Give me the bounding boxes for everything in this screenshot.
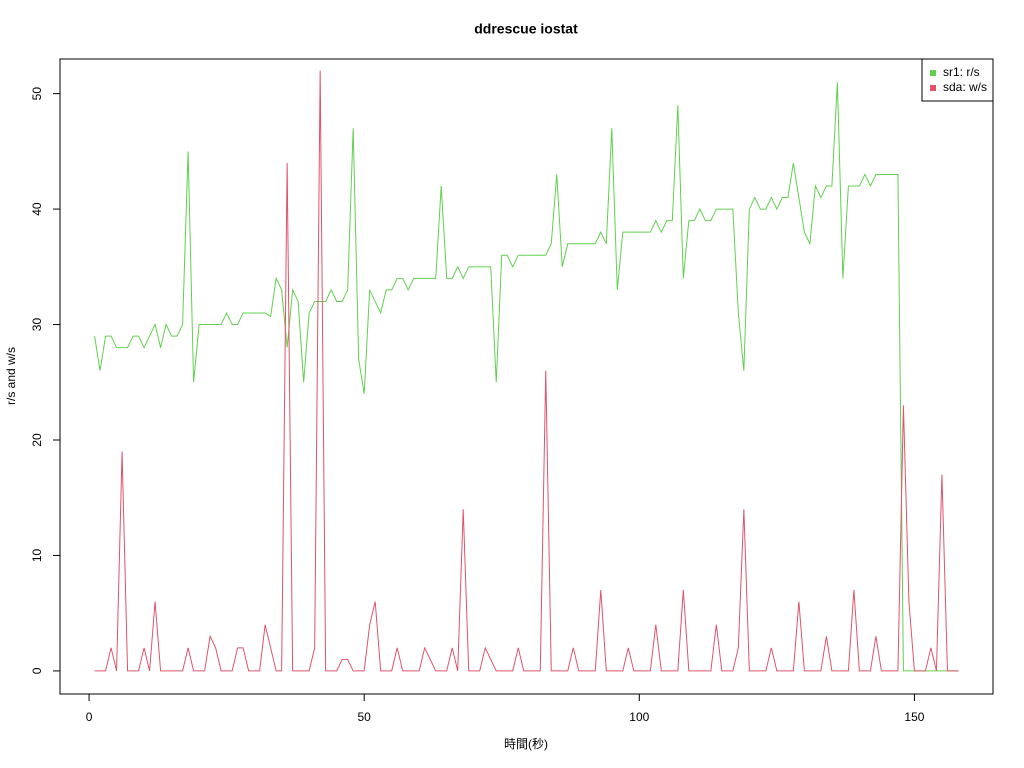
x-axis-label: 時間(秒) [504,737,548,751]
data-line [94,82,959,672]
x-tick-label: 100 [629,710,649,724]
y-tick-label: 0 [30,667,44,674]
x-tick-label: 50 [357,710,371,724]
legend-swatch [930,85,936,91]
data-line [94,70,959,672]
x-tick-label: 150 [904,710,924,724]
y-tick-label: 50 [30,87,44,101]
chart-title: ddrescue iostat [474,21,578,37]
y-tick-label: 10 [30,548,44,562]
y-tick-label: 30 [30,318,44,332]
x-tick-label: 0 [86,710,93,724]
legend-label: sda: w/s [943,80,987,94]
legend-swatch [930,70,936,76]
y-tick-label: 20 [30,433,44,447]
legend-box [921,58,994,102]
legend-label: sr1: r/s [943,65,980,79]
y-tick-label: 40 [30,202,44,216]
y-axis-label: r/s and w/s [4,347,18,405]
